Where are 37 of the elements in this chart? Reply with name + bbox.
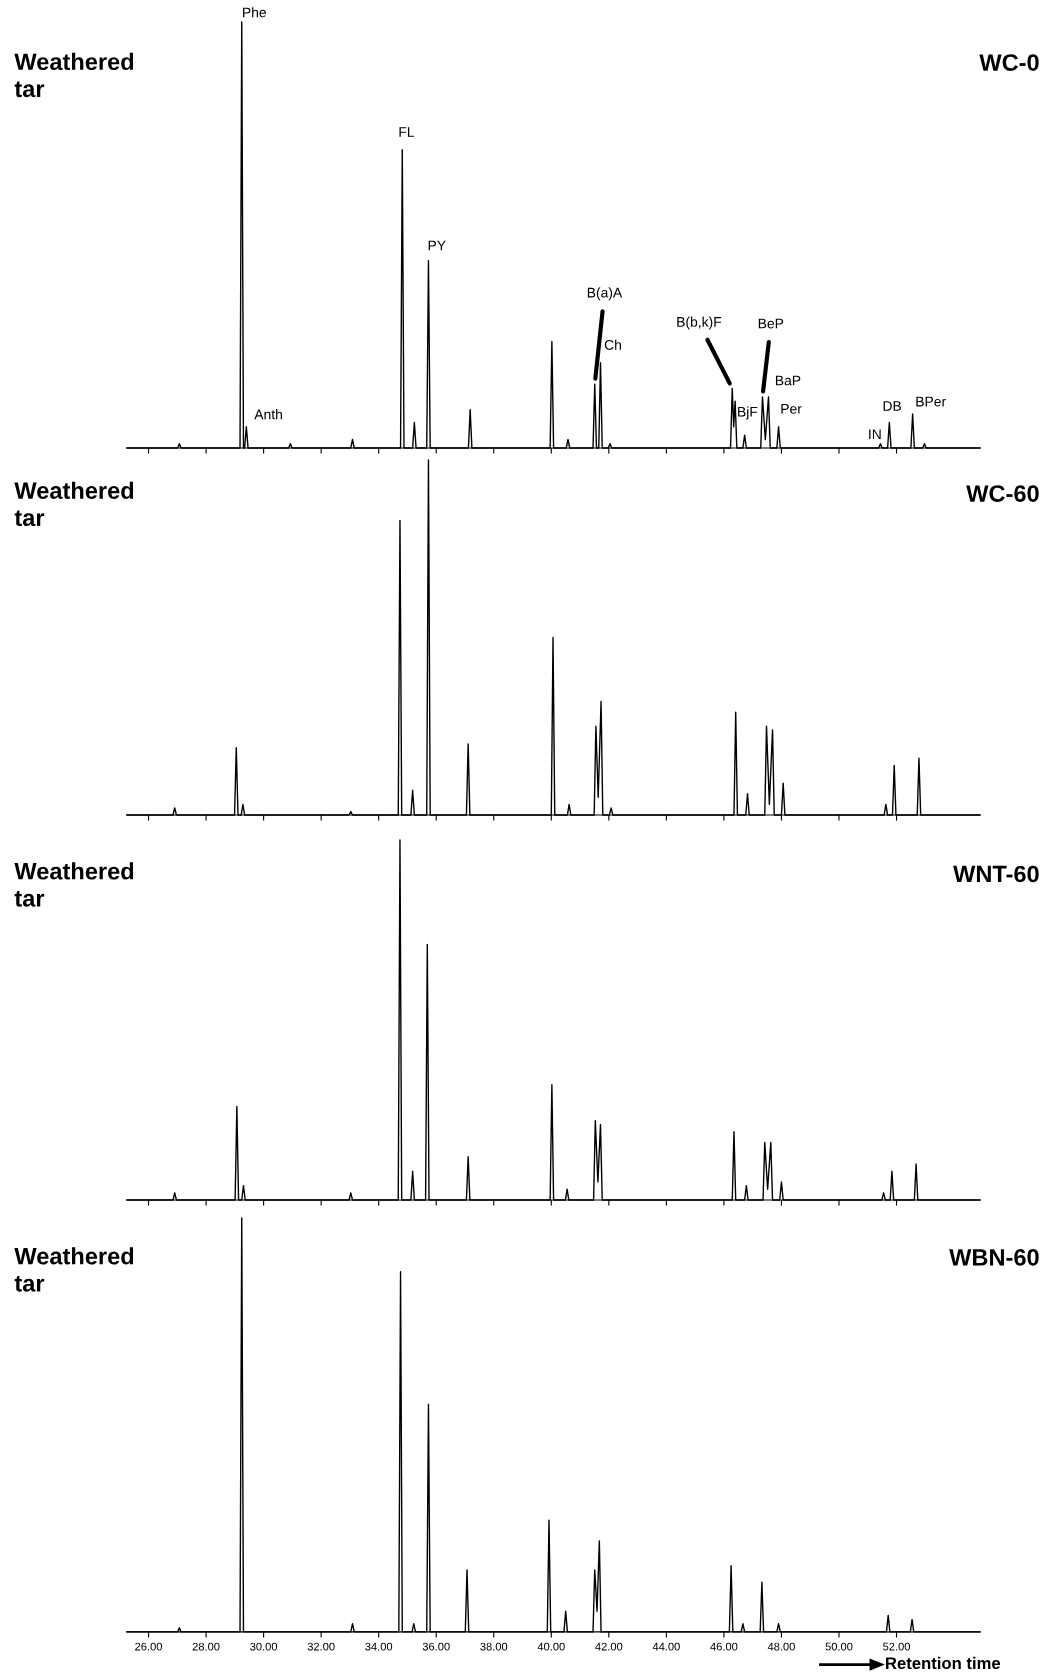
x-tick-label: 30.00: [250, 1642, 278, 1651]
x-tick-label: 50.00: [825, 1642, 853, 1651]
x-tick-label: 36.00: [422, 1642, 450, 1651]
x-tick-label: 26.00: [135, 1642, 163, 1651]
annotation: BaP: [775, 375, 801, 386]
x-tick-label: 38.00: [480, 1642, 508, 1651]
annotation: Per: [781, 404, 802, 414]
x-tick-label: 34.00: [365, 1642, 393, 1651]
annotation: Weathered tar: [14, 481, 134, 527]
text: WBN-60: [949, 1248, 1039, 1266]
x-tick-label: 28.00: [192, 1642, 220, 1651]
annotation: Weathered tar: [14, 862, 134, 907]
annotation: Weathered tar: [14, 1247, 134, 1292]
x-tick-label: 48.00: [767, 1642, 795, 1651]
text: WC-60: [966, 485, 1039, 502]
x-tick-label: 44.00: [652, 1642, 680, 1651]
annotation: IN: [869, 429, 881, 439]
annotation: Weathered tar: [14, 52, 134, 98]
annotation: Phe: [243, 7, 266, 18]
annotation: DB: [883, 401, 902, 411]
annotation: B(a)A: [587, 287, 623, 301]
annotation: PY: [428, 240, 446, 251]
x-axis-title: Retention time: [886, 1656, 1001, 1670]
annotation: BjF: [738, 406, 758, 420]
x-tick-label: 52.00: [883, 1642, 910, 1651]
text: WNT-60: [953, 865, 1039, 883]
x-tick-label: 32.00: [307, 1642, 335, 1651]
annotation: Anth: [254, 409, 282, 420]
x-tick-label: 40.00: [537, 1642, 565, 1651]
text: WC-0: [979, 54, 1039, 71]
x-tick-label: 42.00: [595, 1642, 623, 1651]
annotation: BeP: [758, 318, 784, 329]
annotation: Ch: [604, 339, 621, 350]
annotation: FL: [399, 127, 415, 137]
annotation: BPer: [916, 396, 946, 407]
annotation: B(b,k)F: [677, 316, 722, 330]
x-tick-label: 46.00: [710, 1642, 738, 1651]
